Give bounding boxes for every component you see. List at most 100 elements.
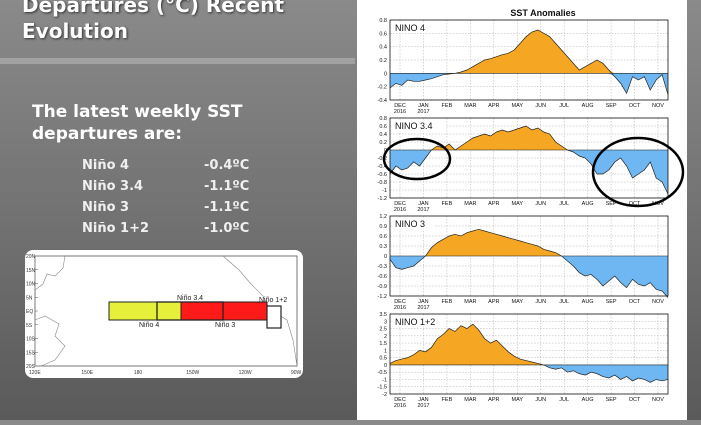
region-name: Niño 3 xyxy=(82,200,130,215)
x-tick-label: NOV xyxy=(652,201,664,207)
nino12-box xyxy=(266,305,282,329)
region-value: -1.1ºC xyxy=(204,200,250,215)
anomaly-line xyxy=(389,323,669,383)
y-tick-label: -0.5 xyxy=(378,370,387,376)
x-tick-label: DEC xyxy=(394,397,406,403)
lat-tick-label: 20S xyxy=(26,364,36,370)
lat-tick-label: 10S xyxy=(26,337,36,343)
y-tick-label: 1.5 xyxy=(379,341,387,347)
y-tick-label: 0 xyxy=(384,363,387,369)
x-tick-label: JAN xyxy=(418,103,428,109)
panel-label: NINO 4 xyxy=(395,23,425,33)
x-tick-label: APR xyxy=(488,201,499,207)
x-tick-label: JUN xyxy=(535,299,546,305)
label-nino3: Niño 3 xyxy=(215,322,235,329)
lat-tick-label: 5N xyxy=(26,295,33,301)
negative-anomaly-area xyxy=(390,364,668,383)
y-tick-label: -1.5 xyxy=(378,385,387,391)
y-tick-label: 2.5 xyxy=(379,327,387,333)
x-tick-label: AUG xyxy=(582,201,594,207)
panel-label-bg xyxy=(392,316,446,327)
x-tick-label: FEB xyxy=(442,103,453,109)
y-tick-label: 1.2 xyxy=(379,214,387,220)
x-tick-label: NOV xyxy=(652,299,664,305)
x-tick-label: APR xyxy=(488,103,499,109)
lat-tick-label: 5S xyxy=(26,323,33,329)
title-divider xyxy=(0,58,355,64)
x-tick-label: MAR xyxy=(464,397,476,403)
y-tick-label: 0.8 xyxy=(379,18,387,24)
y-tick-label: 3.5 xyxy=(379,312,387,318)
nino-region-map-panel: 20N 15N 10N 5N EQ 5S 10S 15S 20S 120E 150E 180 150W… xyxy=(25,250,303,378)
x-tick-label: JUL xyxy=(559,299,569,305)
x-tick-label: APR xyxy=(488,397,499,403)
region-value: -0.4ºC xyxy=(204,158,250,173)
lat-tick-label: 15N xyxy=(26,268,36,274)
y-tick-label: 0.2 xyxy=(379,58,387,64)
positive-anomaly-area xyxy=(390,229,668,256)
y-tick-label: -0.9 xyxy=(378,284,387,290)
x-tick-label: JUL xyxy=(559,397,569,403)
y-tick-label: -0.2 xyxy=(378,156,387,162)
negative-anomaly-area xyxy=(390,73,668,95)
y-tick-label: 0.6 xyxy=(379,124,387,130)
y-tick-label: 0.6 xyxy=(379,31,387,37)
y-tick-label: -0.8 xyxy=(378,180,387,186)
x-tick-label: 2016 xyxy=(394,305,406,311)
panel-frame xyxy=(389,313,669,395)
x-tick-label: FEB xyxy=(442,201,453,207)
lon-tick-label: 120E xyxy=(29,370,41,376)
anomaly-line xyxy=(389,29,669,95)
x-tick-label: MAY xyxy=(512,299,524,305)
x-tick-label: FEB xyxy=(442,299,453,305)
label-nino34: Niño 3.4 xyxy=(177,295,203,302)
x-tick-label: 2017 xyxy=(417,403,429,409)
x-tick-label: NOV xyxy=(652,103,664,109)
region-name: Niño 4 xyxy=(82,158,130,173)
y-tick-label: 0.9 xyxy=(379,224,387,230)
panel-label-bg xyxy=(392,22,434,33)
y-tick-label: 1 xyxy=(384,348,387,354)
y-tick-label: 3 xyxy=(384,319,387,325)
panel-frame xyxy=(389,215,669,297)
region-value: -1.0ºC xyxy=(204,221,250,236)
x-tick-label: MAR xyxy=(464,299,476,305)
region-row: Niño 1+2 -1.0ºC xyxy=(82,221,282,242)
x-tick-label: OCT xyxy=(629,201,641,207)
y-tick-label: -1.2 xyxy=(378,196,387,202)
lon-tick-label: 150E xyxy=(81,370,93,376)
x-tick-label: JUN xyxy=(535,397,546,403)
x-tick-label: APR xyxy=(488,299,499,305)
x-tick-label: SEP xyxy=(606,299,617,305)
x-tick-label: JAN xyxy=(418,201,428,207)
intro-line-1: The latest weekly SST xyxy=(32,102,243,122)
x-tick-label: MAR xyxy=(464,103,476,109)
x-tick-label: JUN xyxy=(535,201,546,207)
latitude-labels: 20N 15N 10N 5N EQ 5S 10S 15S 20S xyxy=(26,254,38,370)
region-name: Niño 1+2 xyxy=(82,221,150,236)
x-tick-label: OCT xyxy=(629,299,641,305)
x-tick-label: 2017 xyxy=(417,109,429,115)
panel-frame xyxy=(389,19,669,101)
x-tick-label: MAY xyxy=(512,201,524,207)
lon-tick-label: 150W xyxy=(186,370,199,376)
y-tick-label: -0.4 xyxy=(378,98,387,104)
x-tick-label: AUG xyxy=(582,299,594,305)
x-tick-label: MAY xyxy=(512,397,524,403)
longitude-labels: 120E 150E 180 150W 120W 90W xyxy=(29,370,302,376)
y-tick-label: 0.8 xyxy=(379,116,387,122)
australia-coastline xyxy=(34,315,66,367)
anomaly-line xyxy=(389,228,669,298)
lat-tick-label: 20N xyxy=(26,254,36,260)
x-tick-label: FEB xyxy=(442,397,453,403)
x-tick-label: AUG xyxy=(582,397,594,403)
y-tick-label: 0.5 xyxy=(379,356,387,362)
y-tick-label: -0.6 xyxy=(378,172,387,178)
region-value: -1.1ºC xyxy=(204,179,250,194)
y-tick-label: 2 xyxy=(384,334,387,340)
y-tick-label: 0.3 xyxy=(379,244,387,250)
asia-coastline xyxy=(34,255,66,291)
lat-tick-label: 15S xyxy=(26,350,36,356)
